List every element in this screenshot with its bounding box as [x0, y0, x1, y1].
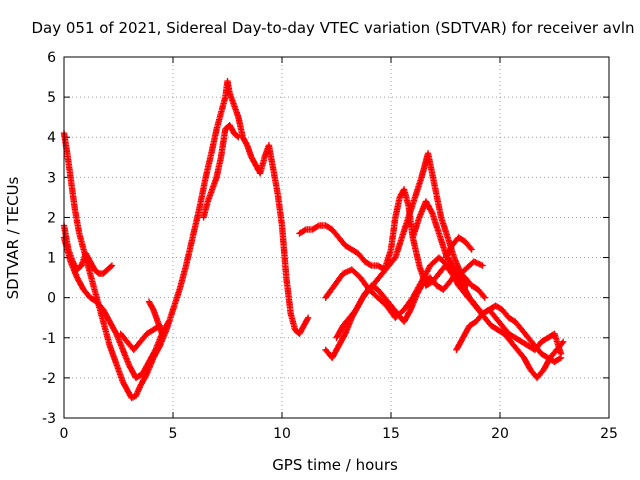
- x-tick-label: 20: [491, 426, 509, 442]
- data-point: [479, 262, 486, 269]
- chart-title: Day 051 of 2021, Sidereal Day-to-day VTE…: [31, 19, 634, 37]
- data-point: [132, 392, 140, 400]
- plot-frame: [63, 56, 610, 419]
- y-tick-label: -3: [42, 411, 56, 427]
- x-tick-label: 0: [60, 426, 69, 442]
- y-tick-label: 0: [47, 291, 56, 307]
- series-trace-l: [453, 302, 565, 366]
- data-point-trail: [61, 79, 311, 401]
- x-tick-label: 10: [273, 426, 291, 442]
- x-axis-label: GPS time / hours: [272, 456, 398, 474]
- y-tick-label: 3: [47, 170, 56, 186]
- y-tick-label: -2: [42, 371, 56, 387]
- series-trace-f: [200, 121, 242, 221]
- y-tick-label: 2: [47, 210, 56, 226]
- y-axis-label: SDTVAR / TECUs: [4, 176, 22, 299]
- data-point-trail: [118, 323, 162, 352]
- y-tick-label: -1: [42, 331, 56, 347]
- series-trace-a: [60, 77, 312, 402]
- data-point-trail: [200, 123, 241, 219]
- data-point-trail: [443, 235, 474, 260]
- y-tick-label: 6: [47, 50, 56, 66]
- y-tick-label: 1: [47, 251, 56, 267]
- series-trace-d: [117, 322, 164, 354]
- data-point-trail: [323, 271, 564, 360]
- series-trace-e: [145, 298, 166, 337]
- y-tick-label: 5: [47, 90, 56, 106]
- data-point-trail: [453, 303, 563, 365]
- axis-ticks: 0 5 10 15 20 25 -3 -2 -1 0 1 2 3 4 5 6: [42, 50, 618, 442]
- y-tick-label: 4: [47, 130, 56, 146]
- series-trace-m: [442, 234, 475, 261]
- series-trace-h: [322, 270, 565, 362]
- x-tick-label: 15: [382, 426, 400, 442]
- x-tick-label: 5: [169, 426, 178, 442]
- data-point-trail: [146, 299, 165, 336]
- data-marks: [60, 77, 567, 402]
- x-tick-label: 25: [600, 426, 618, 442]
